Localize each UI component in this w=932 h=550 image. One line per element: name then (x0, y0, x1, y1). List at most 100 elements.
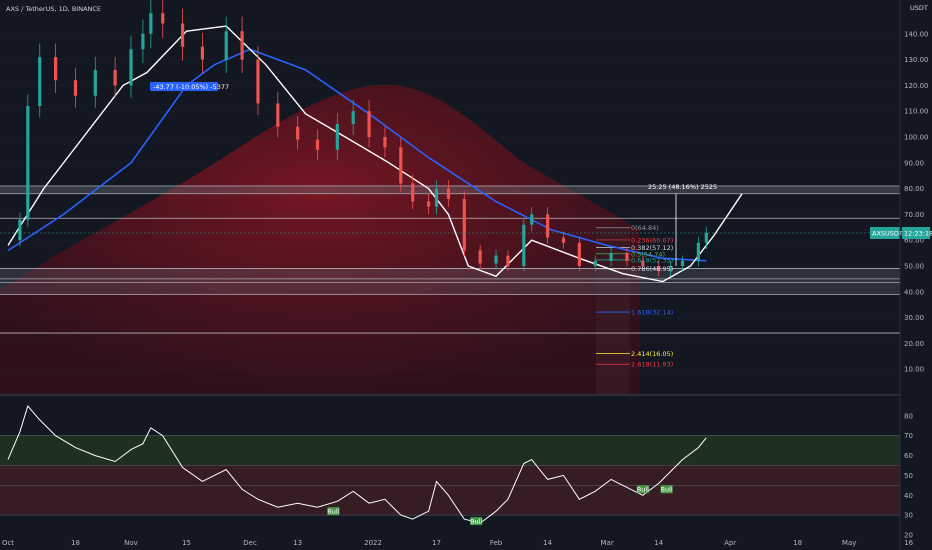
rsi-upper-band (0, 435, 900, 465)
candle (161, 13, 165, 24)
fib-level-label: 0.786(48.95) (631, 265, 673, 273)
last-price-tag-box (870, 227, 900, 240)
time-tick-label: May (842, 539, 856, 547)
candle (296, 126, 300, 140)
time-tick-label: 14 (654, 539, 663, 547)
candle (315, 139, 320, 150)
candle (546, 214, 550, 238)
bull-tag: Bull (470, 517, 482, 525)
fib-level-label: 2.414(16.05) (631, 350, 673, 358)
target-label: 25.25 (48.16%) 2525 (648, 183, 717, 191)
candle (149, 13, 153, 34)
time-tick-label: 17 (432, 539, 441, 547)
candle (383, 137, 387, 148)
candle (577, 242, 581, 266)
rsi-tick-label: 80 (904, 412, 913, 420)
price-tick-label: 90.00 (904, 159, 924, 167)
time-tick-label: 18 (793, 539, 802, 547)
price-tick-label: 40.00 (904, 288, 924, 296)
candle (561, 237, 566, 243)
candle (625, 253, 629, 261)
time-tick-label: Feb (490, 539, 503, 547)
candle (367, 111, 371, 137)
candle (129, 49, 133, 86)
candle (704, 233, 708, 243)
time-tick-label: 14 (543, 539, 552, 547)
candle (494, 255, 498, 264)
time-tick-label: Dec (243, 539, 257, 547)
price-tick-label: 60.00 (904, 237, 924, 245)
rsi-tick-label: 70 (904, 432, 913, 440)
time-tick-label: 15 (182, 539, 191, 547)
candle (434, 188, 439, 207)
rsi-tick-label: 40 (904, 492, 913, 500)
time-tick-label: Oct (2, 539, 14, 547)
candle (256, 59, 260, 104)
price-tick-label: 50.00 (904, 263, 924, 271)
candle (669, 266, 673, 272)
rsi-tick-label: 50 (904, 472, 913, 480)
time-tick-label: 18 (71, 539, 80, 547)
price-tick-label: 10.00 (904, 366, 924, 374)
price-tick-label: 80.00 (904, 185, 924, 193)
price-tick-label: 30.00 (904, 314, 924, 322)
candle (657, 266, 661, 272)
candle (680, 260, 685, 266)
candle (54, 57, 58, 81)
candle (506, 255, 510, 266)
rsi-tick-label: 30 (904, 512, 913, 520)
measure-label: -43.77 (-10.05%) -5377 (153, 83, 229, 91)
countdown-tag-box (902, 227, 930, 240)
candle (609, 253, 613, 261)
candle (38, 57, 42, 107)
price-tick-label: 20.00 (904, 340, 924, 348)
candle (411, 183, 415, 202)
candle (530, 214, 534, 225)
countdown-tag: 12:23:18 (904, 230, 932, 238)
candle (26, 106, 30, 220)
candle (446, 188, 451, 199)
bull-tag: Bull (637, 486, 649, 494)
price-tick-label: 110.00 (904, 108, 929, 116)
time-tick-label: Apr (724, 539, 736, 547)
time-tick-label: Nov (124, 539, 138, 547)
fib-level-label: 0.236(60.07) (631, 237, 673, 245)
price-tick-label: 130.00 (904, 56, 929, 64)
candle (426, 201, 431, 207)
rsi-line (7, 404, 707, 524)
candle (462, 198, 466, 251)
candle (641, 260, 645, 266)
price-tick-label: 120.00 (904, 82, 929, 90)
bull-tag-box (470, 517, 483, 526)
candle (73, 80, 78, 96)
last-price-tag: AXSUSDT 62.79 (872, 230, 924, 238)
price-tick-label: 70.00 (904, 211, 924, 219)
candle (200, 46, 205, 60)
trend-curve-line (7, 25, 743, 283)
bull-tag-box (636, 485, 649, 494)
time-tick-label: 2022 (364, 539, 382, 547)
candle (593, 260, 597, 266)
time-tick-label: Mar (601, 539, 614, 547)
fib-level-label: 0.382(57.12) (631, 244, 673, 252)
candle (18, 219, 22, 241)
fib-level-label: 0.618(52.35) (631, 256, 673, 264)
price-tick-label: 140.00 (904, 30, 929, 38)
candle (522, 224, 526, 266)
symbol-title: AXS / TetherUS, 1D, BINANCE (6, 5, 101, 13)
rsi-tick-label: 20 (904, 532, 913, 540)
candle (113, 69, 117, 86)
rsi-tick-label: 60 (904, 452, 913, 460)
currency-label: USDT (910, 4, 928, 12)
time-tick-label: 13 (293, 539, 302, 547)
candle (141, 33, 145, 50)
bull-tag-box (660, 485, 673, 494)
candle (93, 69, 97, 96)
fib-level-label: 0.5(54.74) (631, 250, 665, 258)
bull-tag: Bull (327, 507, 339, 515)
moving-average-line (7, 48, 707, 262)
measure-label-box (150, 82, 218, 91)
fib-zone-box (596, 228, 630, 395)
candle (180, 23, 185, 47)
